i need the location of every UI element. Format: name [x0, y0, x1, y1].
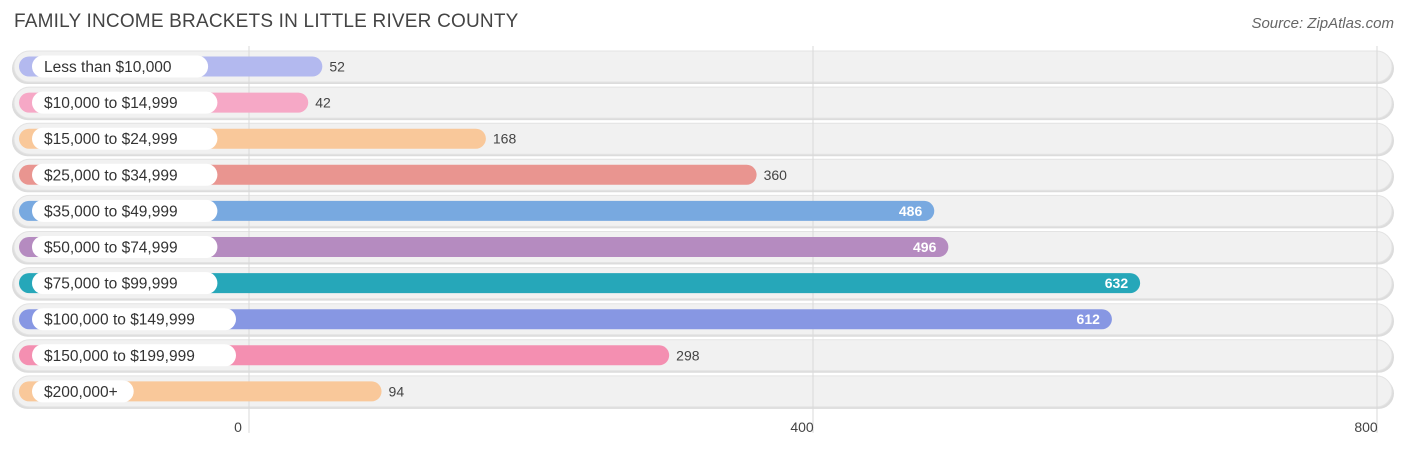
category-label: $25,000 to $34,999 [44, 167, 178, 184]
x-tick-label: 400 [790, 419, 814, 435]
category-label: $100,000 to $149,999 [44, 312, 195, 329]
category-label: $35,000 to $49,999 [44, 203, 178, 220]
bar [19, 237, 949, 257]
value-label: 612 [1077, 311, 1101, 327]
category-pill [32, 199, 218, 222]
x-tick-label: 0 [234, 419, 242, 435]
category-label: $75,000 to $99,999 [44, 276, 178, 293]
category-label: Less than $10,000 [44, 59, 172, 76]
category-label: $50,000 to $74,999 [44, 240, 178, 257]
value-label: 360 [764, 167, 788, 183]
category-label: $15,000 to $24,999 [44, 131, 178, 148]
x-tick-label: 800 [1354, 419, 1378, 435]
value-label: 52 [329, 59, 345, 75]
category-label: $150,000 to $199,999 [44, 348, 195, 365]
value-label: 298 [676, 347, 700, 363]
value-label: 42 [315, 95, 331, 111]
category-label: $10,000 to $14,999 [44, 95, 178, 112]
value-label: 632 [1105, 275, 1129, 291]
category-pill [32, 163, 218, 186]
category-pill [32, 127, 218, 150]
value-label: 94 [389, 383, 405, 399]
category-pill [32, 380, 134, 403]
value-label: 168 [493, 131, 517, 147]
value-label: 496 [913, 239, 937, 255]
category-label: $200,000+ [44, 384, 118, 401]
category-pill [32, 272, 218, 295]
bar [19, 200, 935, 221]
value-label: 486 [899, 203, 923, 219]
bar [19, 309, 1112, 330]
source-label: Source: ZipAtlas.com [1251, 15, 1394, 32]
category-pill [32, 308, 236, 331]
category-pill [32, 344, 236, 367]
chart-title: FAMILY INCOME BRACKETS IN LITTLE RIVER C… [14, 11, 519, 32]
row-track [13, 50, 1393, 83]
category-pill [32, 55, 209, 78]
category-pill [32, 236, 218, 258]
category-pill [32, 91, 218, 114]
bar [19, 273, 1141, 294]
row-track [13, 86, 1393, 119]
